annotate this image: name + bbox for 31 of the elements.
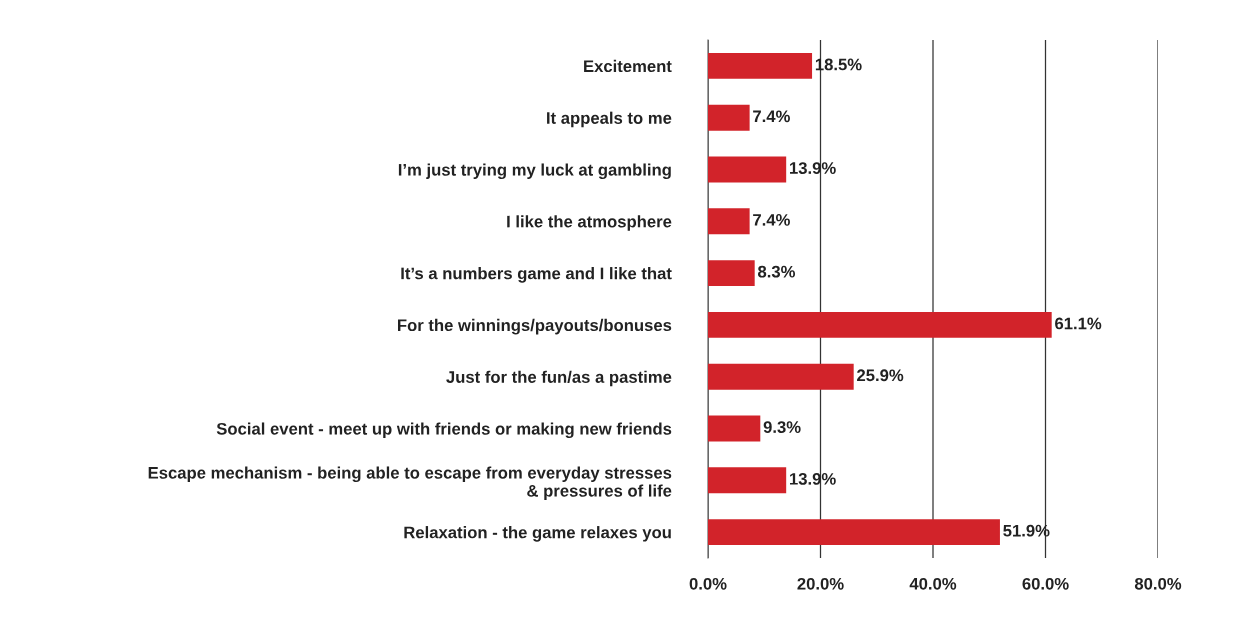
data-label: 9.3% <box>763 421 801 433</box>
y-tick-label: Social event - meet up with friends or making new friends <box>216 422 672 439</box>
y-tick-label: I’m just trying my luck at gambling <box>398 163 671 180</box>
bar <box>708 519 1000 546</box>
bar <box>708 104 750 131</box>
y-tick-label: I like the atmosphere <box>507 215 672 231</box>
x-tick-label: 0.0% <box>689 577 727 590</box>
x-tick-label: 60.0% <box>1022 577 1069 590</box>
data-label: 25.9% <box>857 369 904 382</box>
data-label: 61.1% <box>1055 317 1102 330</box>
bar <box>708 415 761 442</box>
x-tick-label: 40.0% <box>909 577 957 590</box>
bar <box>708 156 787 183</box>
y-tick-label: Just for the fun/as a pastime <box>446 370 672 387</box>
y-tick-label: Escape mechanism - being able to escape from everyday stresses & pressures of life <box>148 466 672 501</box>
data-label: 8.3% <box>757 265 796 278</box>
bar <box>708 363 854 390</box>
data-label: 7.4% <box>753 214 790 226</box>
y-tick-label: It’s a numbers game and I like that <box>401 267 672 283</box>
bar <box>708 311 1052 338</box>
y-tick-label: Excitement <box>584 59 672 73</box>
x-tick-label: 80.0% <box>1134 577 1182 590</box>
y-tick-label: It appeals to me <box>547 111 672 128</box>
bar <box>708 467 787 494</box>
bar <box>708 208 750 235</box>
bar <box>708 52 813 79</box>
x-tick-label: 20.0% <box>797 577 844 590</box>
y-tick-label: Relaxation - the game relaxes you <box>404 526 671 542</box>
bar <box>708 260 755 287</box>
data-label: 7.4% <box>753 110 790 123</box>
y-tick-label: For the winnings/payouts/bonuses <box>398 318 672 335</box>
